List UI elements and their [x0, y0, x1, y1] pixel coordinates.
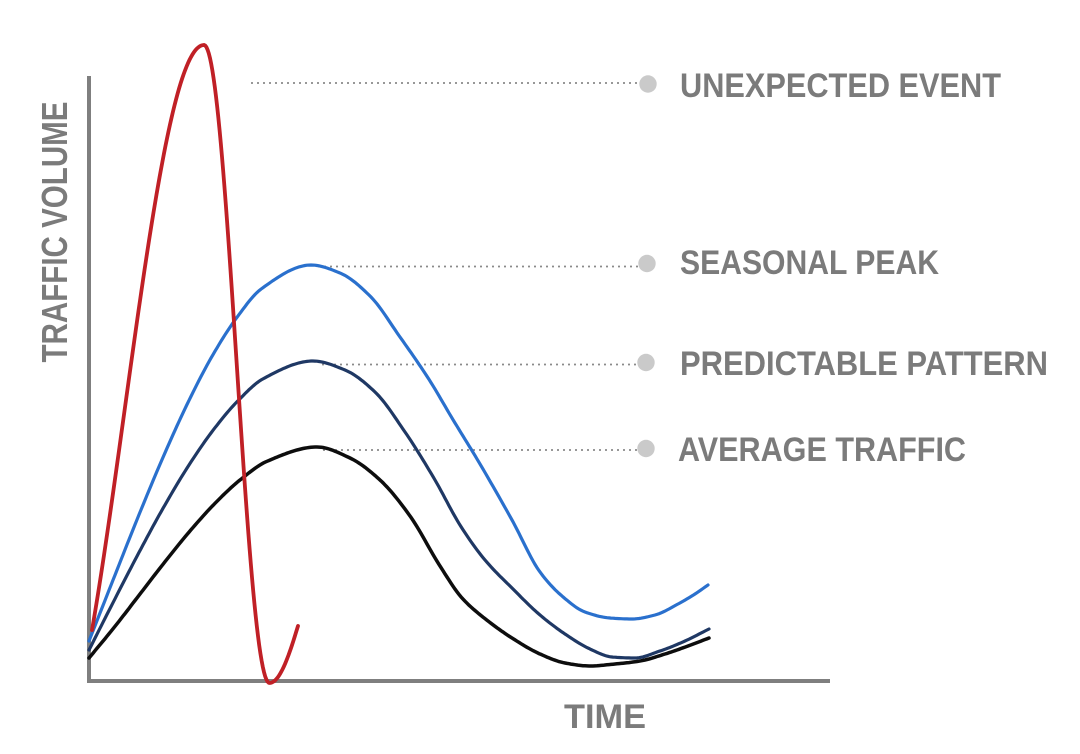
svg-text:PREDICTABLE PATTERN: PREDICTABLE PATTERN: [680, 345, 1048, 383]
svg-text:AVERAGE TRAFFIC: AVERAGE TRAFFIC: [678, 431, 966, 469]
svg-text:UNEXPECTED EVENT: UNEXPECTED EVENT: [680, 67, 1001, 105]
svg-text:TIME: TIME: [564, 698, 646, 736]
svg-text:SEASONAL PEAK: SEASONAL PEAK: [680, 244, 939, 282]
svg-text:TRAFFIC VOLUME: TRAFFIC VOLUME: [34, 102, 75, 363]
